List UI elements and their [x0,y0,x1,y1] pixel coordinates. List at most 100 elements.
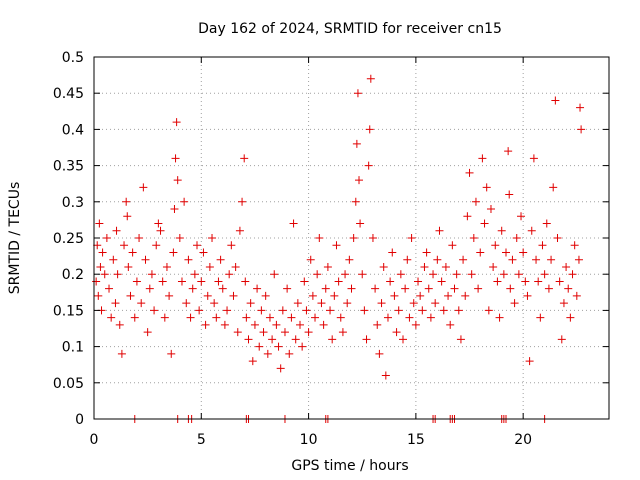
data-point [276,364,285,373]
data-point [373,320,382,329]
data-point [115,320,124,329]
data-point [396,270,405,279]
data-point [308,291,317,300]
data-point [150,306,159,315]
data-point [214,277,223,286]
data-point [517,212,526,221]
data-point [145,284,154,293]
data-point [141,255,150,264]
data-point [111,299,120,308]
data-point [572,291,581,300]
data-point [562,262,571,271]
y-tick-label: 0.45 [53,86,84,102]
data-point [332,241,341,250]
data-point [280,328,289,337]
data-point [171,154,180,163]
data-point [386,277,395,286]
data-point [328,335,337,344]
data-point [474,284,483,293]
y-tick-label: 0.1 [62,340,84,356]
data-point [368,234,377,242]
data-point [274,342,283,351]
data-point [285,349,294,358]
data-point [117,349,126,358]
data-point [184,255,193,264]
data-point [424,284,433,293]
data-point [495,313,504,322]
data-point [446,320,455,329]
y-tick-label: 0.15 [53,303,84,319]
data-point [351,197,360,206]
data-point [549,183,558,192]
data-point [272,320,281,329]
data-point [193,241,201,250]
data-point [574,255,583,264]
data-point [467,270,476,279]
data-point [270,270,279,279]
data-point [416,291,425,300]
data-point [527,226,536,235]
data-point [450,284,459,293]
data-point [289,219,298,228]
data-point [95,219,104,228]
data-point [170,205,179,214]
data-point [188,284,197,293]
data-point [576,103,585,112]
data-point [105,284,114,293]
data-point [212,313,221,322]
data-point [420,262,429,271]
data-point [205,262,214,271]
data-point [456,335,465,344]
data-point [317,299,326,308]
data-point [321,284,330,293]
data-point [160,313,169,322]
y-tick-label: 0 [75,412,84,428]
data-point [177,277,186,286]
data-point [268,335,277,344]
data-point [381,371,390,380]
data-point [216,255,225,264]
data-point [435,226,444,235]
data-point [278,306,287,315]
data-point [107,313,116,322]
data-point [349,234,358,242]
y-tick-label: 0.05 [53,376,84,392]
x-tick-label: 15 [407,432,425,448]
data-point [244,335,253,344]
data-point [139,183,148,192]
data-point [557,335,566,344]
data-point [480,219,489,228]
data-point [96,262,105,271]
data-point [143,328,152,337]
data-point [257,306,266,315]
y-axis-label: SRMTID / TECUs [7,182,23,295]
data-point [261,291,270,300]
chart-title: Day 162 of 2024, SRMTID for receiver cn1… [198,21,502,37]
data-point [137,299,146,308]
data-point [203,291,212,300]
data-point [283,284,292,293]
data-point [302,306,311,315]
data-point [126,291,135,300]
data-point [536,313,545,322]
data-point [158,277,167,286]
data-point [190,270,199,279]
data-point [315,234,324,242]
data-point [199,248,208,257]
data-point [403,255,412,264]
data-point [371,284,380,293]
data-point [469,234,478,242]
data-point [109,255,118,264]
data-point [225,270,234,279]
data-point [180,197,189,206]
data-point [313,270,322,279]
data-point [375,349,384,358]
data-point [235,226,244,235]
data-point [132,277,141,286]
y-tick-label: 0.3 [62,195,84,211]
data-point [452,270,461,279]
data-point [478,154,487,163]
data-point [392,328,401,337]
data-point [220,320,229,329]
